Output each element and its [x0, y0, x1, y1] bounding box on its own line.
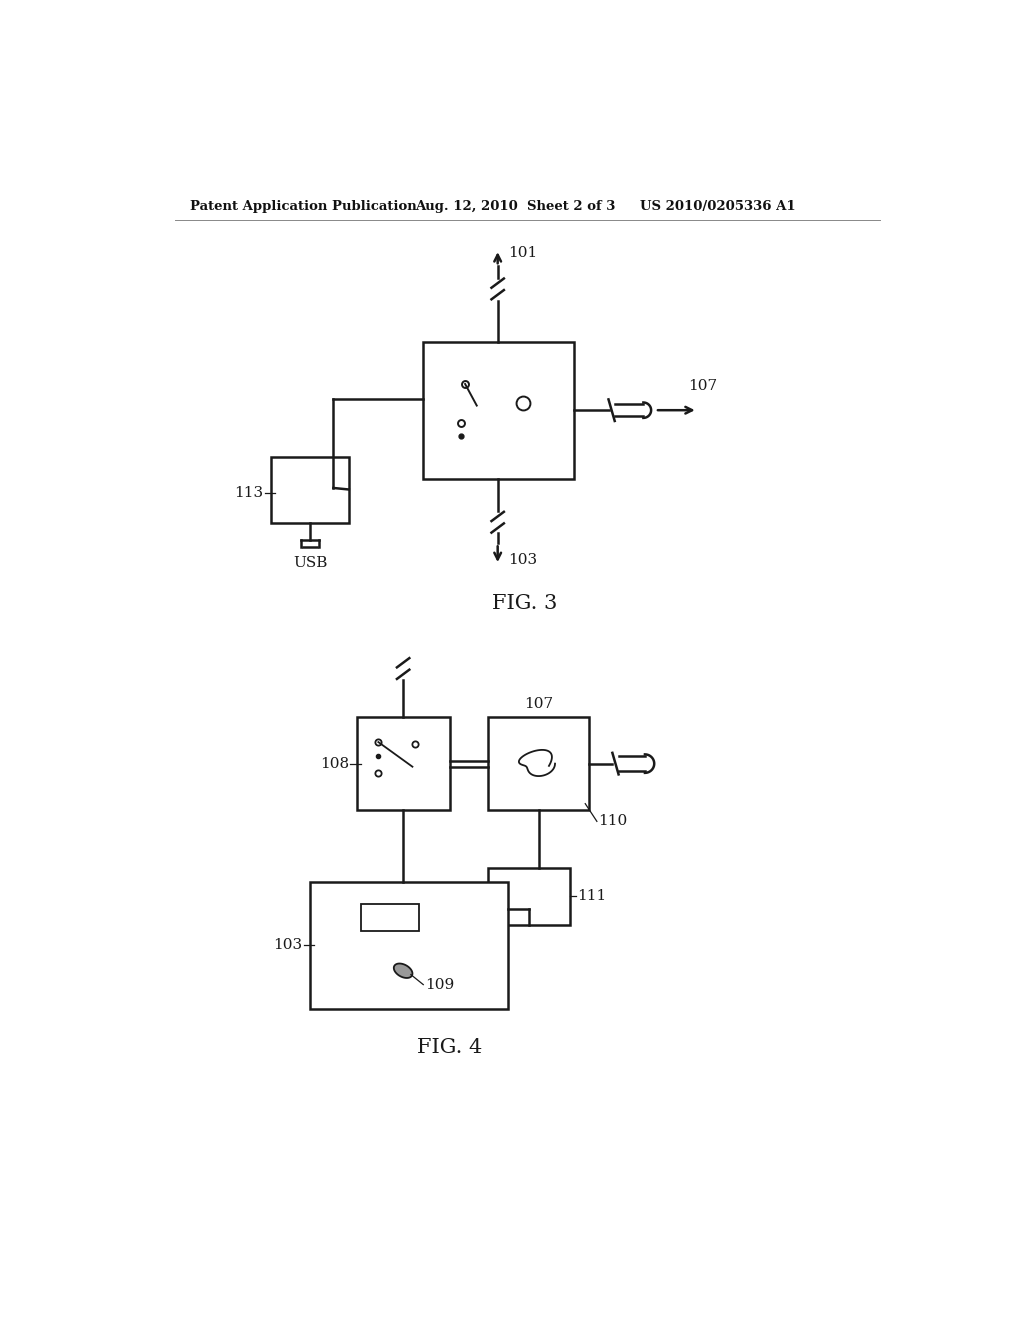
Text: 107: 107 — [688, 379, 718, 392]
Bar — [423, 342, 573, 479]
Bar — [488, 867, 569, 925]
Bar — [271, 457, 349, 523]
Bar — [310, 882, 508, 1010]
Polygon shape — [394, 964, 413, 978]
Text: 103: 103 — [273, 939, 302, 952]
Text: 107: 107 — [524, 697, 553, 710]
Text: FIG. 3: FIG. 3 — [493, 594, 557, 612]
Text: 109: 109 — [425, 978, 454, 991]
Bar — [488, 718, 589, 810]
Text: Patent Application Publication: Patent Application Publication — [190, 199, 417, 213]
Text: FIG. 4: FIG. 4 — [417, 1039, 482, 1057]
Bar — [360, 904, 419, 931]
Text: 111: 111 — [578, 890, 607, 903]
Text: Aug. 12, 2010  Sheet 2 of 3: Aug. 12, 2010 Sheet 2 of 3 — [415, 199, 615, 213]
Text: USB: USB — [293, 556, 328, 570]
Text: US 2010/0205336 A1: US 2010/0205336 A1 — [640, 199, 795, 213]
Text: 113: 113 — [234, 486, 263, 500]
Text: 101: 101 — [509, 246, 538, 260]
Bar — [356, 718, 450, 810]
Text: 110: 110 — [598, 814, 628, 829]
Text: 108: 108 — [319, 756, 349, 771]
Text: 103: 103 — [509, 553, 538, 568]
